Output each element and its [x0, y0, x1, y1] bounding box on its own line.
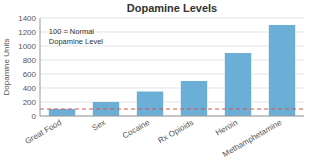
- grid: [40, 18, 304, 116]
- x-tick-label: Rx Opioids: [157, 118, 195, 145]
- bar: [181, 81, 207, 116]
- x-tick-label: Sex: [91, 118, 107, 133]
- y-tick-label: 1400: [18, 14, 36, 23]
- x-tick-label: Great Food: [23, 118, 63, 146]
- grid-line: [40, 74, 304, 75]
- y-tick-label: 200: [23, 98, 37, 107]
- y-tick-label: 1000: [18, 42, 36, 51]
- grid-line: [40, 116, 304, 117]
- annotation-line: Dopamine Level: [49, 37, 104, 46]
- grid-line: [40, 88, 304, 89]
- grid-line: [40, 18, 304, 19]
- bar: [269, 25, 295, 116]
- y-tick-label: 600: [23, 70, 37, 79]
- x-tick-label: Heroin: [214, 118, 239, 138]
- chart: 0 200 400 600 800 1000 1200 1400 Great Food Sex Co…: [0, 0, 312, 162]
- bar: [49, 109, 75, 116]
- bars: [40, 25, 304, 116]
- bar: [225, 53, 251, 116]
- reference-line: [40, 109, 304, 110]
- grid-line: [40, 46, 304, 47]
- y-tick-label: 0: [32, 112, 37, 121]
- grid-line: [40, 60, 304, 61]
- y-tick-label: 1200: [18, 28, 36, 37]
- y-tick-label: 400: [23, 84, 37, 93]
- x-tick-label: Cocaine: [121, 118, 151, 141]
- annotation-line: 100 = Normal: [49, 27, 95, 36]
- y-tick-label: 800: [23, 56, 37, 65]
- annotation: 100 = NormalDopamine Level: [49, 27, 104, 46]
- x-axis: [40, 116, 304, 117]
- x-tick-label: Methamphetamine: [221, 118, 283, 159]
- y-axis-label: Dopamine Units: [2, 39, 11, 96]
- bar: [137, 92, 163, 117]
- y-axis: [40, 18, 41, 116]
- grid-line: [40, 102, 304, 103]
- title: Dopamine Levels: [127, 2, 217, 14]
